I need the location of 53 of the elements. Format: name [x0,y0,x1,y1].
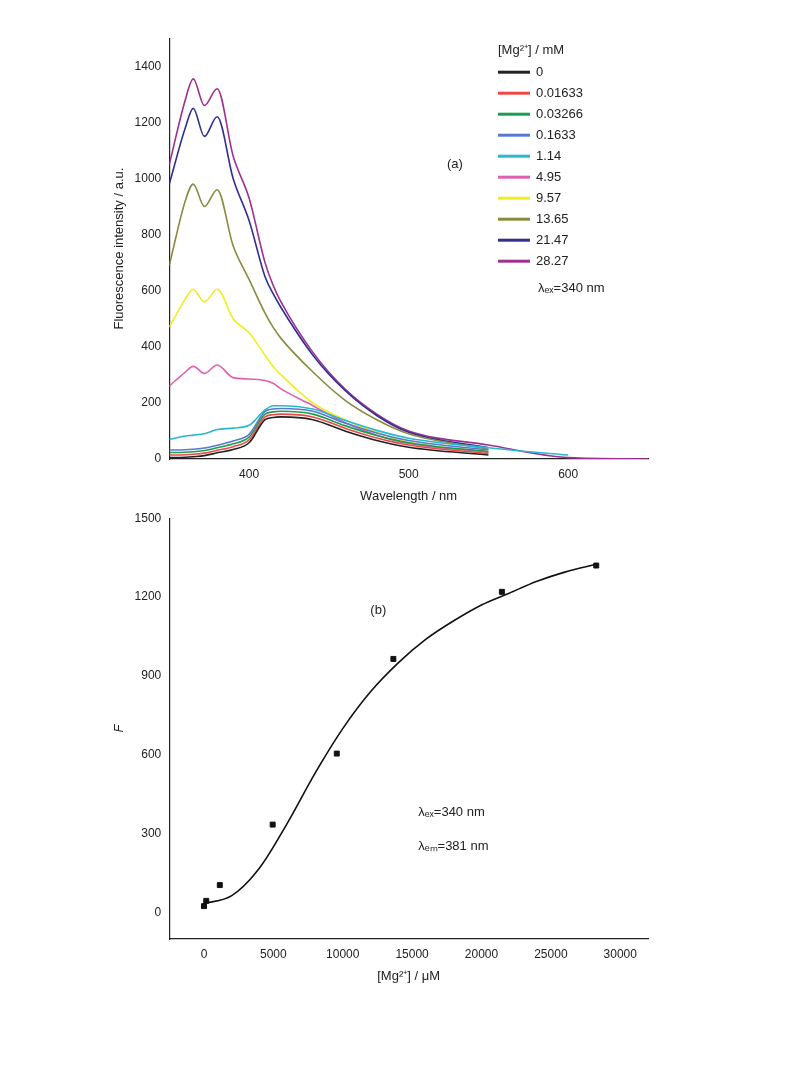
x-tick-label: 20000 [464,946,499,961]
x-tick-label: 5000 [260,946,288,961]
y-tick-label: 400 [141,339,162,354]
x-tick-label: 400 [239,466,260,481]
y-tick-label: 600 [141,747,162,762]
y-tick-label: 200 [141,395,162,410]
y-tick-label: 1000 [134,170,162,185]
y-axis-title: Fluorescence intensity / a.u. [111,167,127,330]
x-tick-label: 10000 [326,946,360,961]
point [201,903,207,910]
x-tick-label: 25000 [534,946,568,961]
point [269,821,276,828]
x-tick-label: 15000 [395,946,430,961]
legend-label: 21.47 [536,231,569,247]
y-axis-title: F [111,723,127,733]
x-tick-label: 30000 [603,946,638,961]
legend-label: 13.65 [536,210,569,226]
y-tick-label: 0 [154,905,162,920]
x-axis-title: Wavelength / nm [360,487,458,503]
legend-label: 9.57 [536,189,562,205]
legend-label: 0.03266 [536,105,583,121]
point [203,897,210,904]
point [498,588,505,595]
annotation: λₑₓ=340 nm [418,804,485,820]
legend-label: 0.1633 [536,126,576,142]
x-axis-title: [Mg²⁺] / μM [377,967,441,983]
legend-label: 28.27 [536,252,569,268]
y-tick-label: 0 [154,451,162,466]
annotation: (a) [446,156,463,172]
x-tick-label: 600 [558,466,579,481]
y-tick-label: 1200 [134,589,162,604]
y-tick-label: 300 [141,826,162,841]
legend-label: 0 [536,63,544,79]
annotation: λₑₓ=340 nm [538,279,605,295]
annotation: (b) [370,602,387,618]
legend-label: 1.14 [536,147,562,163]
point [390,655,397,662]
y-tick-label: 1400 [134,58,162,73]
x-tick-label: 0 [200,946,208,961]
line-series [169,183,490,450]
point [593,562,600,569]
legend-label: 4.95 [536,168,562,184]
legend-title: [Mg²⁺] / mM [498,41,565,57]
point [333,750,340,757]
y-tick-label: 1200 [134,114,162,129]
point [216,882,223,889]
legend-label: 0.01633 [536,84,583,100]
y-tick-label: 800 [141,226,162,241]
y-tick-label: 600 [141,282,162,297]
y-tick-label: 900 [141,668,162,683]
x-tick-label: 500 [398,466,419,481]
y-tick-label: 1500 [134,510,162,525]
annotation: λₑₘ=381 nm [418,838,489,853]
